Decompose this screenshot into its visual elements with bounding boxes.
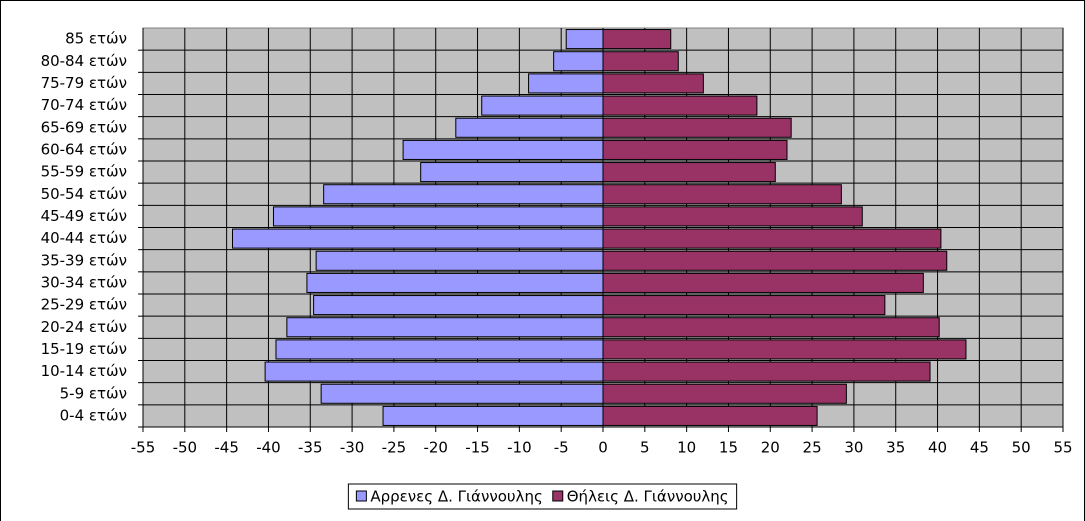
y-tick-label: 45-49 ετών xyxy=(41,207,127,225)
y-tick-label: 10-14 ετών xyxy=(41,362,127,380)
bar xyxy=(320,383,604,404)
bar xyxy=(602,295,886,316)
x-tick-label: 50 xyxy=(1012,439,1031,457)
legend-box xyxy=(347,483,738,510)
y-tick-label: 55-59 ετών xyxy=(41,163,127,181)
bar xyxy=(602,117,792,138)
y-tick-label: 40-44 ετών xyxy=(41,229,127,247)
bar xyxy=(272,206,604,227)
y-tick-label: 80-84 ετών xyxy=(41,52,127,70)
bar xyxy=(565,29,604,50)
y-tick-label: 85 ετών xyxy=(65,30,127,48)
x-tick-label: 10 xyxy=(677,439,696,457)
bar xyxy=(602,250,948,271)
bar xyxy=(602,139,788,160)
x-tick-label: -35 xyxy=(298,439,323,457)
legend-swatch xyxy=(355,490,367,502)
x-tick-label: 0 xyxy=(598,439,608,457)
bar xyxy=(528,73,604,94)
x-tick-label: 55 xyxy=(1053,439,1072,457)
bar xyxy=(602,29,672,50)
legend-swatch xyxy=(552,490,564,502)
bar xyxy=(602,184,842,205)
bar xyxy=(602,383,847,404)
y-tick-label: 15-19 ετών xyxy=(41,340,127,358)
x-tick-label: 45 xyxy=(970,439,989,457)
bar xyxy=(315,250,604,271)
x-tick-label: 35 xyxy=(886,439,905,457)
x-tick-label: 15 xyxy=(719,439,738,457)
x-tick-label: -15 xyxy=(465,439,490,457)
y-tick-label: 35-39 ετών xyxy=(41,251,127,269)
bar xyxy=(313,295,604,316)
bar xyxy=(602,339,967,360)
y-tick-label: 65-69 ετών xyxy=(41,118,127,136)
bar xyxy=(264,361,604,382)
bar xyxy=(481,95,604,116)
bar xyxy=(602,162,776,183)
x-tick-label: -55 xyxy=(131,439,156,457)
x-tick-label: -50 xyxy=(173,439,198,457)
y-tick-label: 75-79 ετών xyxy=(41,74,127,92)
bar xyxy=(602,405,818,426)
bar xyxy=(455,117,604,138)
bar xyxy=(306,272,604,293)
y-tick-label: 30-34 ετών xyxy=(41,273,127,291)
bar xyxy=(553,51,604,72)
bar xyxy=(602,206,863,227)
bar xyxy=(602,228,942,249)
legend-label: Αρρενες Δ. Γιάννουλης xyxy=(370,488,542,506)
bar xyxy=(323,184,604,205)
x-tick-label: 5 xyxy=(640,439,650,457)
y-tick-label: 20-24 ετών xyxy=(41,318,127,336)
x-tick-label: 20 xyxy=(761,439,780,457)
bar xyxy=(602,95,758,116)
x-tick-label: -25 xyxy=(382,439,407,457)
bar xyxy=(402,139,604,160)
bar xyxy=(275,339,604,360)
x-tick-label: -45 xyxy=(214,439,239,457)
bar xyxy=(602,317,940,338)
y-tick-label: 25-29 ετών xyxy=(41,296,127,314)
x-tick-label: -40 xyxy=(256,439,281,457)
x-tick-label: -30 xyxy=(340,439,365,457)
y-tick-label: 5-9 ετών xyxy=(60,384,127,402)
x-tick-label: 25 xyxy=(803,439,822,457)
bar xyxy=(420,162,604,183)
bar xyxy=(286,317,604,338)
bar xyxy=(602,361,931,382)
bar xyxy=(602,73,704,94)
x-tick-label: -10 xyxy=(507,439,532,457)
y-tick-label: 0-4 ετών xyxy=(60,406,127,424)
x-tick-label: 30 xyxy=(844,439,863,457)
x-tick-label: -20 xyxy=(423,439,448,457)
x-tick-label: -5 xyxy=(554,439,569,457)
y-tick-label: 50-54 ετών xyxy=(41,185,127,203)
y-tick-label: 60-64 ετών xyxy=(41,140,127,158)
bar xyxy=(602,272,924,293)
y-tick-label: 70-74 ετών xyxy=(41,96,127,114)
bar xyxy=(602,51,679,72)
bar xyxy=(231,228,604,249)
legend-label: Θήλεις Δ. Γιάννουλης xyxy=(567,488,729,506)
x-tick-label: 40 xyxy=(928,439,947,457)
bar xyxy=(382,405,604,426)
